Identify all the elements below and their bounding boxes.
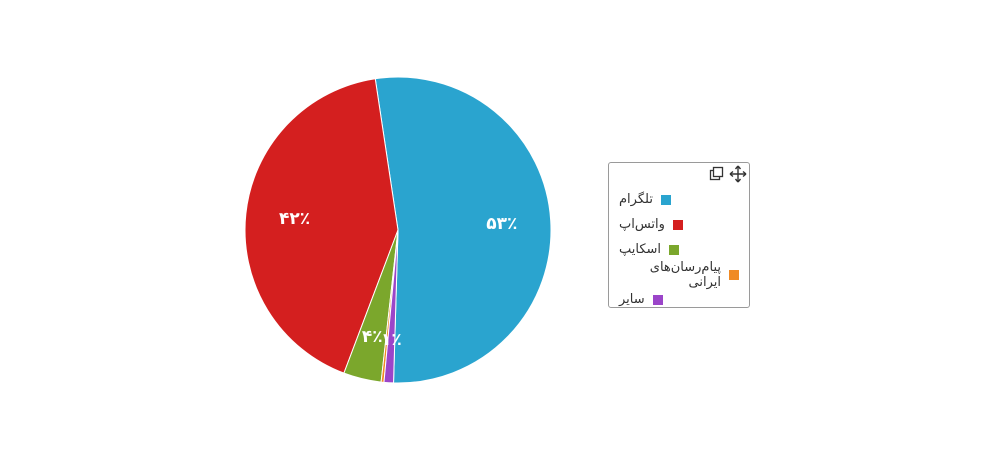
slice-label-1: ۵۳٪ [486, 214, 517, 234]
legend-label: پیام‌رسان‌های ایرانی [649, 259, 721, 290]
legend-item-3[interactable]: اسکایپ [619, 237, 739, 262]
pie-slices [244, 76, 552, 384]
legend-swatch [669, 244, 680, 255]
legend-list: تلگرام واتس‌اپ اسکایپ پیام‌رسان‌های ایرانی س… [609, 187, 749, 312]
legend-swatch [660, 194, 671, 205]
pie-slice-5[interactable] [383, 229, 399, 384]
copy-icon[interactable] [708, 165, 726, 183]
slice-label-3: ۴٪ [362, 327, 383, 347]
slice-label-2: ۴۲٪ [279, 209, 310, 229]
legend-item-4[interactable]: پیام‌رسان‌های ایرانی [619, 259, 739, 290]
legend-swatch [729, 269, 739, 280]
pie-slice-2[interactable] [244, 78, 399, 374]
legend-label: تلگرام [619, 192, 653, 207]
legend-swatch [672, 219, 683, 230]
legend: تلگرام واتس‌اپ اسکایپ پیام‌رسان‌های ایرانی س… [608, 162, 750, 308]
legend-label: اسکایپ [619, 242, 662, 257]
legend-item-2[interactable]: واتس‌اپ [619, 212, 739, 237]
move-icon[interactable] [729, 165, 747, 183]
legend-item-5[interactable]: سایر [619, 287, 739, 312]
pie-slice-1[interactable] [374, 76, 552, 384]
legend-label: سایر [619, 292, 645, 307]
legend-swatch [652, 294, 663, 305]
legend-item-1[interactable]: تلگرام [619, 187, 739, 212]
pie-labels: ۵۳٪ ۴۲٪ ۴٪۱٪ [279, 209, 517, 350]
legend-tools [708, 165, 747, 183]
slice-label-5: ۱٪ [381, 330, 402, 350]
legend-label: واتس‌اپ [619, 217, 665, 232]
